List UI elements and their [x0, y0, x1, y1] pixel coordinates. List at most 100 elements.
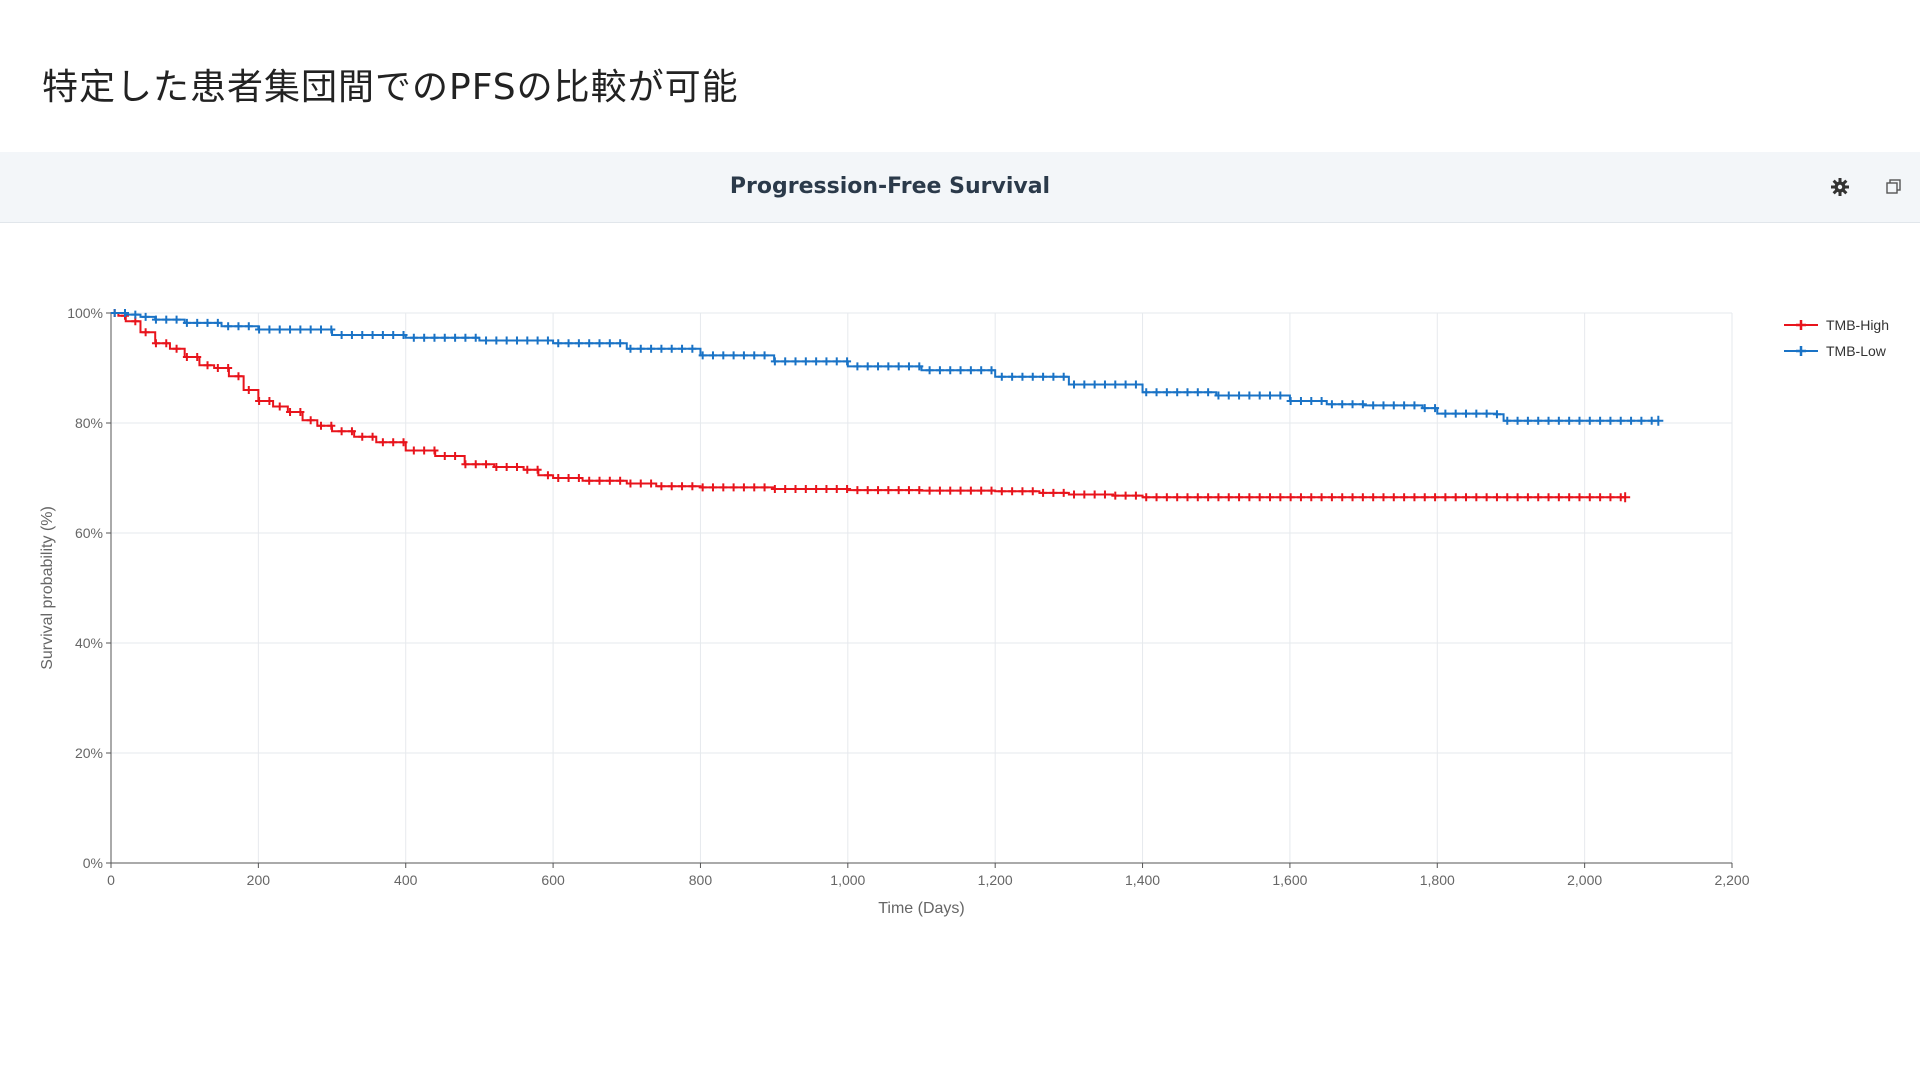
censor-mark: [1596, 416, 1605, 425]
x-tick-label: 1,600: [1272, 872, 1307, 888]
censor-mark: [698, 483, 707, 492]
censor-mark: [770, 485, 779, 493]
censor-mark: [657, 482, 666, 491]
censor-mark: [719, 351, 728, 360]
censor-mark: [595, 476, 604, 485]
censor-mark: [1266, 493, 1275, 502]
censor-mark: [110, 309, 119, 317]
censor-mark: [1534, 493, 1543, 502]
censor-mark: [1028, 372, 1037, 381]
censor-mark: [739, 483, 748, 492]
censor-mark: [203, 361, 212, 370]
censor-mark: [760, 351, 769, 360]
censor-mark: [853, 486, 862, 495]
censor-mark: [1080, 490, 1089, 499]
censor-mark: [1369, 401, 1378, 410]
censor-mark: [1472, 493, 1481, 502]
censor-mark: [255, 325, 264, 334]
censor-mark: [874, 362, 883, 371]
censor-mark: [843, 485, 852, 493]
censor-mark: [409, 446, 418, 455]
censor-mark: [585, 476, 594, 485]
censor-mark: [1286, 493, 1295, 502]
censor-mark: [162, 315, 171, 324]
censor-mark: [337, 427, 346, 436]
censor-mark: [409, 333, 418, 342]
censor-mark: [626, 479, 635, 488]
censor-mark: [1400, 401, 1409, 410]
x-tick-label: 1,400: [1125, 872, 1160, 888]
censor-mark: [368, 432, 377, 441]
panel-title: Progression-Free Survival: [729, 174, 1051, 199]
censor-mark: [1431, 404, 1440, 413]
censor-mark: [316, 421, 325, 430]
censor-mark: [1462, 409, 1471, 418]
censor-mark: [1389, 401, 1398, 410]
censor-mark: [471, 460, 480, 469]
censor-mark: [1255, 391, 1264, 400]
censor-mark: [1131, 491, 1140, 500]
censor-mark: [1111, 380, 1120, 389]
censor-mark: [904, 362, 913, 371]
window-restore-icon[interactable]: [1880, 173, 1908, 201]
censor-mark: [904, 486, 913, 495]
censor-mark: [1327, 400, 1336, 409]
censor-mark: [1389, 493, 1398, 502]
censor-mark: [492, 463, 501, 471]
censor-mark: [884, 362, 893, 371]
censor-mark: [151, 315, 160, 324]
censor-mark: [1637, 416, 1646, 425]
censor-mark: [482, 336, 491, 345]
censor-mark: [1131, 380, 1140, 389]
censor-mark: [1070, 380, 1079, 389]
censor-mark: [244, 322, 253, 331]
censor-mark: [1090, 380, 1099, 389]
censor-mark: [853, 362, 862, 371]
censor-mark: [1142, 493, 1151, 502]
censor-mark: [1224, 391, 1233, 400]
gear-icon[interactable]: [1826, 173, 1854, 201]
censor-mark: [781, 485, 790, 493]
censor-mark: [874, 486, 883, 495]
censor-mark: [131, 310, 140, 319]
censor-mark: [647, 344, 656, 353]
censor-mark: [925, 486, 934, 495]
censor-mark: [688, 344, 697, 353]
censor-mark: [265, 397, 274, 405]
x-tick-label: 1,800: [1420, 872, 1455, 888]
censor-mark: [688, 482, 697, 491]
censor-mark: [781, 357, 790, 366]
censor-mark: [1554, 493, 1563, 502]
censor-mark: [1534, 416, 1543, 425]
censor-mark: [502, 463, 511, 471]
censor-mark: [368, 331, 377, 339]
censor-mark-end: [1620, 492, 1631, 503]
censor-mark: [213, 318, 222, 327]
censor-mark: [657, 344, 666, 353]
censor-mark: [760, 483, 769, 492]
censor-mark: [1307, 397, 1316, 405]
censor-mark: [1204, 388, 1213, 397]
censor-mark: [1565, 493, 1574, 502]
censor-mark: [1369, 493, 1378, 502]
censor-mark: [1008, 487, 1017, 496]
censor-mark: [347, 331, 356, 339]
censor-mark: [461, 333, 470, 342]
slide-title: 特定した患者集団間でのPFSの比較が可能: [42, 67, 739, 108]
censor-mark: [1606, 416, 1615, 425]
censor-mark: [1193, 493, 1202, 502]
censor-mark-end: [1653, 415, 1664, 426]
censor-mark: [997, 372, 1006, 381]
censor-mark: [884, 486, 893, 495]
censor-mark: [564, 474, 573, 482]
censor-mark: [1059, 488, 1068, 497]
censor-mark: [1070, 490, 1079, 499]
censor-mark: [162, 339, 171, 348]
censor-mark: [1482, 409, 1491, 418]
censor-mark: [306, 325, 315, 334]
censor-mark: [1162, 493, 1171, 502]
censor-mark: [420, 333, 429, 342]
censor-mark: [1554, 416, 1563, 425]
censor-mark: [1513, 416, 1522, 425]
censor-mark: [1627, 416, 1636, 425]
